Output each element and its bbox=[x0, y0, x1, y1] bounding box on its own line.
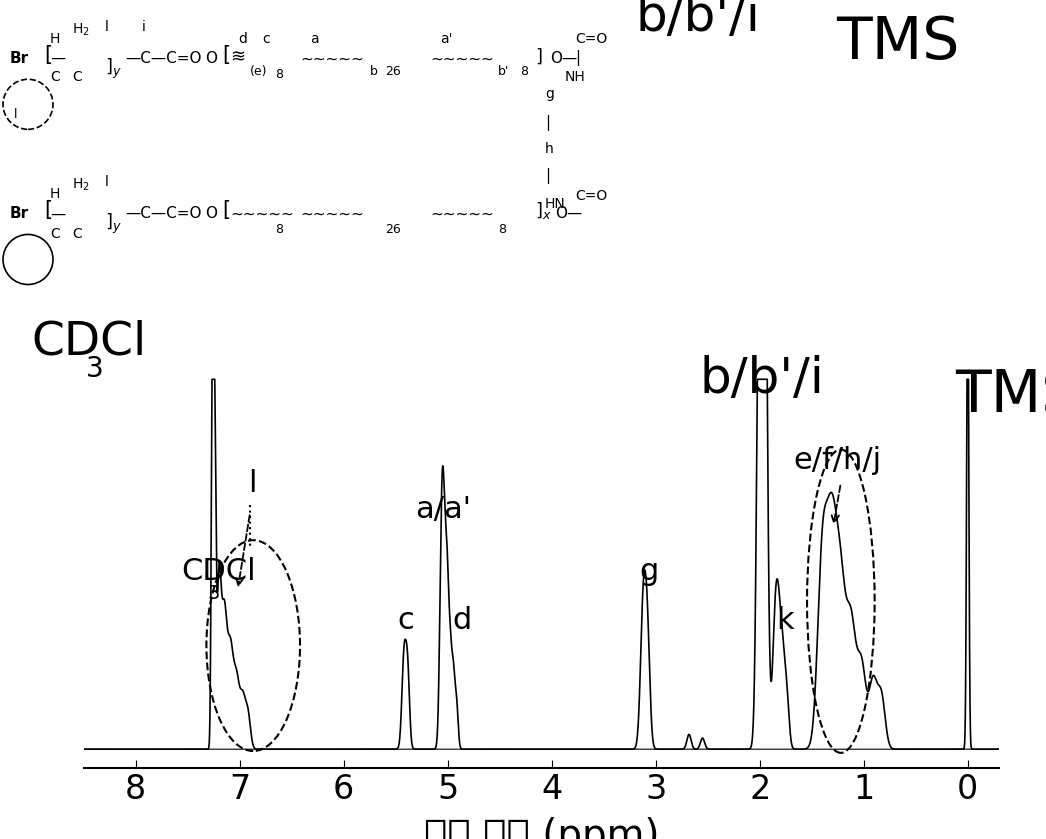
Text: b/b'/i: b/b'/i bbox=[700, 355, 824, 404]
Text: TMS: TMS bbox=[955, 367, 1046, 424]
Text: HN: HN bbox=[545, 197, 566, 211]
Text: O—: O— bbox=[550, 51, 577, 66]
Text: ≋: ≋ bbox=[230, 49, 245, 66]
Text: CDCl: CDCl bbox=[31, 320, 146, 365]
Text: d: d bbox=[238, 32, 247, 46]
Text: c: c bbox=[397, 606, 414, 634]
Text: b/b'/i: b/b'/i bbox=[635, 0, 759, 41]
Text: H: H bbox=[50, 187, 61, 201]
Text: TMS: TMS bbox=[837, 14, 960, 71]
Text: |: | bbox=[545, 169, 550, 185]
Text: 3: 3 bbox=[207, 584, 220, 603]
Text: NH: NH bbox=[565, 70, 586, 84]
Text: —: — bbox=[50, 51, 65, 66]
Text: $\left.\right]_y$: $\left.\right]_y$ bbox=[105, 57, 121, 81]
Text: ~~~~~: ~~~~~ bbox=[300, 206, 364, 221]
Text: l: l bbox=[248, 469, 256, 498]
Text: CDCl: CDCl bbox=[181, 557, 256, 586]
Text: $\left.\right]_x$: $\left.\right]_x$ bbox=[535, 201, 552, 221]
Text: 8: 8 bbox=[275, 68, 283, 81]
Text: Br: Br bbox=[10, 206, 29, 221]
Text: (e): (e) bbox=[250, 65, 268, 78]
Text: $\left.\right]$: $\left.\right]$ bbox=[535, 47, 543, 66]
Text: a': a' bbox=[440, 32, 453, 46]
Text: —: — bbox=[50, 206, 65, 221]
Text: C: C bbox=[72, 227, 82, 242]
Text: 3: 3 bbox=[86, 356, 104, 383]
Text: b': b' bbox=[498, 65, 509, 78]
Text: a/a': a/a' bbox=[415, 494, 472, 524]
Text: Br: Br bbox=[10, 51, 29, 66]
Text: ~~~~~: ~~~~~ bbox=[230, 206, 294, 221]
Text: H: H bbox=[50, 32, 61, 46]
Text: $\left[\right.$: $\left[\right.$ bbox=[44, 199, 52, 221]
Text: d: d bbox=[453, 606, 472, 634]
Text: C: C bbox=[72, 70, 82, 84]
Text: $\left[\right.$: $\left[\right.$ bbox=[222, 44, 230, 66]
Text: O: O bbox=[205, 206, 217, 221]
Text: b: b bbox=[370, 65, 378, 78]
Text: ~~~~~: ~~~~~ bbox=[430, 51, 494, 66]
Text: l: l bbox=[105, 175, 109, 190]
Text: a: a bbox=[310, 32, 319, 46]
Text: g: g bbox=[545, 87, 554, 102]
Text: —C—C=O: —C—C=O bbox=[126, 51, 202, 66]
Text: l: l bbox=[14, 108, 18, 122]
Text: 26: 26 bbox=[385, 65, 401, 78]
Text: g: g bbox=[640, 557, 659, 586]
Text: $\left.\right]_y$: $\left.\right]_y$ bbox=[105, 212, 121, 237]
Text: i: i bbox=[142, 20, 145, 34]
Text: O—: O— bbox=[555, 206, 583, 221]
Text: O: O bbox=[205, 51, 217, 66]
Text: H$_2$: H$_2$ bbox=[72, 177, 90, 194]
Text: 26: 26 bbox=[385, 223, 401, 237]
Text: 8: 8 bbox=[520, 65, 528, 78]
Text: ~~~~~: ~~~~~ bbox=[300, 51, 364, 66]
Text: $\left[\right.$: $\left[\right.$ bbox=[44, 44, 52, 66]
Text: e/f/h/j: e/f/h/j bbox=[794, 446, 882, 476]
Text: h: h bbox=[545, 143, 553, 156]
Text: C: C bbox=[50, 227, 60, 242]
Text: ~~~~~: ~~~~~ bbox=[430, 206, 494, 221]
Text: 8: 8 bbox=[498, 223, 506, 237]
Text: —C—C=O: —C—C=O bbox=[126, 206, 202, 221]
Text: |: | bbox=[545, 115, 550, 132]
Text: k: k bbox=[776, 606, 794, 634]
Text: C=O: C=O bbox=[575, 190, 608, 203]
Text: |: | bbox=[575, 50, 581, 66]
Text: $\left[\right.$: $\left[\right.$ bbox=[222, 199, 230, 221]
Text: c: c bbox=[262, 32, 270, 46]
X-axis label: 化学 位移 (ppm): 化学 位移 (ppm) bbox=[424, 816, 659, 839]
Text: C: C bbox=[50, 70, 60, 84]
Text: 8: 8 bbox=[275, 223, 283, 237]
Text: l: l bbox=[105, 20, 109, 34]
Text: H$_2$: H$_2$ bbox=[72, 22, 90, 39]
Text: C=O: C=O bbox=[575, 32, 608, 46]
